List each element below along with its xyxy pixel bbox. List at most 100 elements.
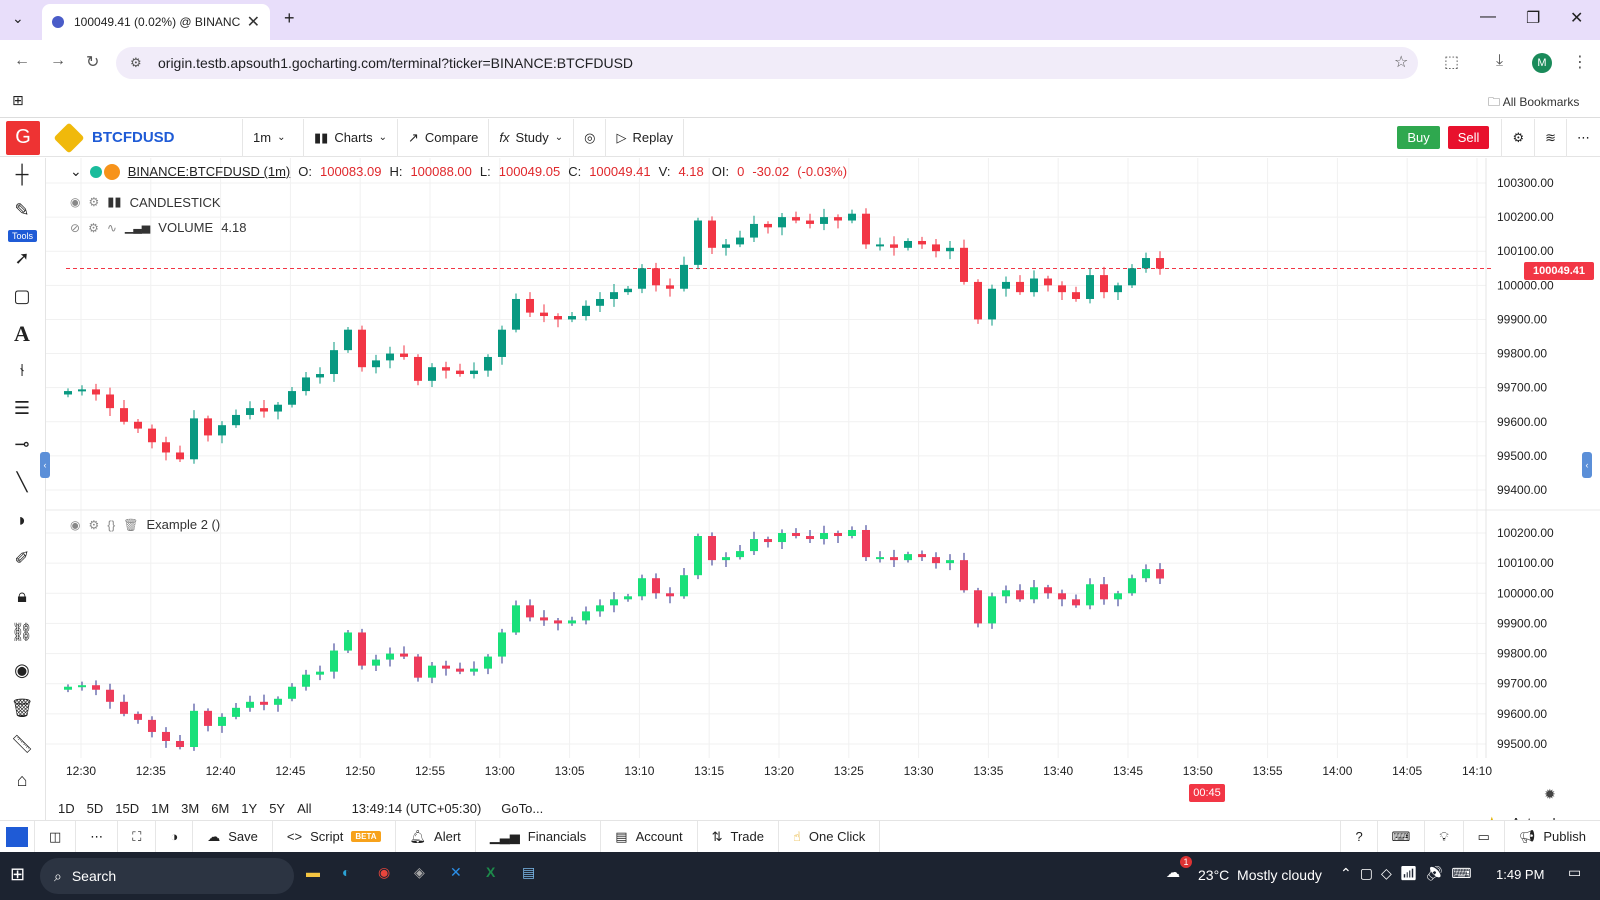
range-5d[interactable]: 5D	[86, 800, 104, 816]
left-panel-handle[interactable]: ‹	[40, 452, 50, 478]
gear-icon[interactable]: ⚙	[88, 195, 100, 209]
save-button[interactable]: ☁ Save	[193, 820, 273, 853]
site-info-icon[interactable]: ⚙	[130, 55, 142, 70]
replay-button[interactable]: ▷ Replay	[606, 118, 684, 157]
trade-button[interactable]: ⇅ Trade	[698, 820, 779, 853]
fullscreen-button[interactable]: ⛶	[118, 820, 157, 853]
one-click-button[interactable]: ☝ One Click	[779, 820, 881, 853]
magnet-icon[interactable]: ⌂	[16, 769, 28, 790]
window-close-icon[interactable]: ✕	[1570, 10, 1584, 27]
sell-button[interactable]: Sell	[1447, 126, 1490, 149]
fib-icon[interactable]: ⫮	[19, 359, 25, 380]
snapshot-button[interactable]: ◎	[574, 118, 607, 157]
profile-avatar[interactable]: M	[1532, 53, 1552, 73]
financials-button[interactable]: ▁▃▅ Financials	[476, 820, 602, 853]
ruler-icon[interactable]: 📏︎	[10, 733, 34, 754]
layout-single-button[interactable]	[0, 820, 35, 853]
range-1y[interactable]: 1Y	[241, 800, 258, 816]
trendline-icon[interactable]: ╲	[16, 471, 28, 492]
gear-icon[interactable]: ⚙	[88, 220, 99, 235]
eye-icon[interactable]: ◉	[14, 659, 30, 680]
maximize-icon[interactable]: ❐	[1526, 10, 1541, 27]
windows-start-icon[interactable]: ⊞	[10, 864, 26, 884]
horizontal-line-icon[interactable]: ⊸	[14, 433, 30, 454]
publish-button[interactable]: 📢︎ Publish	[1505, 821, 1600, 853]
crosshair-icon[interactable]: ┼	[15, 163, 29, 184]
trash-icon[interactable]: 🗑︎	[123, 517, 139, 532]
collapse-chevron-icon[interactable]: ⌄	[70, 163, 82, 179]
account-button[interactable]: ▤ Account	[601, 820, 698, 853]
text-icon[interactable]: A	[14, 321, 30, 346]
apps-grid-icon[interactable]: ⊞	[12, 92, 24, 108]
gear-icon[interactable]: ⚙	[88, 517, 100, 532]
bookmark-star-icon[interactable]: ☆	[1394, 54, 1409, 71]
excel-icon[interactable]: X	[486, 864, 496, 880]
forward-icon[interactable]: →	[50, 52, 66, 69]
vscode-icon[interactable]: ✕	[450, 864, 462, 880]
back-icon[interactable]: ←	[14, 52, 30, 69]
goto-button[interactable]: GoTo...	[501, 800, 544, 816]
download-icon[interactable]: ⤓	[1496, 52, 1504, 69]
app-icon[interactable]: ◈	[414, 864, 425, 880]
pen-icon[interactable]: ✐	[14, 547, 30, 568]
idea-button[interactable]: 💡︎	[1425, 820, 1464, 853]
all-bookmarks[interactable]: 🗀 All Bookmarks	[1488, 95, 1580, 109]
notification-icon[interactable]: ▭	[1568, 864, 1582, 880]
right-panel-handle[interactable]: ‹	[1582, 452, 1592, 478]
charts-button[interactable]: ▮▮ Charts ⌄	[304, 118, 398, 157]
tab-search-icon[interactable]: ⌄	[12, 10, 24, 26]
brush-icon[interactable]: ✎	[14, 199, 30, 220]
minimize-icon[interactable]: —	[1480, 8, 1496, 25]
chrome-icon[interactable]: ◉	[378, 864, 391, 880]
tab-close-icon[interactable]: ✕	[246, 14, 260, 31]
eye-icon[interactable]: ◉	[70, 195, 81, 209]
app-logo[interactable]: G	[6, 120, 40, 155]
reload-icon[interactable]: ↻	[86, 54, 100, 71]
range-1m[interactable]: 1M	[151, 800, 170, 816]
notepad-icon[interactable]: ▤	[522, 864, 536, 880]
weather-text[interactable]: 23°C Mostly cloudy	[1198, 867, 1322, 883]
settings-button[interactable]: ⚙	[1501, 118, 1536, 157]
range-1d[interactable]: 1D	[58, 800, 75, 816]
price-chart[interactable]: 100300.00 100200.00 100100.00 100000.00 9990…	[46, 158, 1600, 820]
range-6m[interactable]: 6M	[211, 800, 230, 816]
help-button[interactable]: ?	[1340, 820, 1378, 853]
url-bar[interactable]: ⚙ origin.testb.apsouth1.gocharting.com/t…	[116, 47, 1418, 79]
browser-tab[interactable]: 100049.41 (0.02%) @ BINANCE: ✕	[42, 4, 270, 40]
eye-off-icon[interactable]: ⊘	[70, 220, 81, 235]
keyboard-button[interactable]: ⌨	[1378, 820, 1426, 853]
video-button[interactable]: ▭	[1464, 820, 1505, 853]
cursor-icon[interactable]: ➚	[14, 247, 30, 268]
lock-icon[interactable]: 🔒︎	[17, 585, 27, 606]
rectangle-icon[interactable]: ▢	[13, 285, 31, 306]
layout-split-button[interactable]: ◫	[35, 820, 77, 853]
link-icon[interactable]: ⛓	[10, 621, 34, 642]
ticker-symbol[interactable]: BTCFDUSD	[92, 129, 175, 146]
more-button[interactable]: ⋯	[1567, 119, 1600, 157]
file-explorer-icon[interactable]: ▬	[306, 864, 320, 880]
script-button[interactable]: <> Script BETA	[273, 820, 396, 853]
symbol-label[interactable]: BINANCE:BTCFDUSD (1m)	[127, 164, 291, 179]
axis-settings-icon[interactable]: ✹	[1544, 786, 1556, 802]
edge-icon[interactable]: ◐	[342, 864, 351, 880]
code-icon[interactable]: {}	[107, 517, 116, 532]
lines-icon[interactable]: ☰	[13, 397, 31, 418]
layout-more-button[interactable]: ⋯	[76, 820, 119, 853]
range-15d[interactable]: 15D	[115, 800, 140, 816]
theme-button[interactable]: ◑	[156, 820, 194, 853]
trash-icon[interactable]: 🗑︎	[10, 697, 34, 718]
extensions-icon[interactable]: ⬚	[1444, 54, 1460, 71]
alert-button[interactable]: 🔔︎ Alert	[396, 820, 476, 853]
range-3m[interactable]: 3M	[181, 800, 200, 816]
taskbar-search[interactable]: ⌕ Search	[40, 858, 294, 894]
study-button[interactable]: fx Study ⌄	[489, 118, 575, 157]
mouse-icon[interactable]: ◗	[16, 509, 28, 530]
clock-time[interactable]: 1:49 PM	[1496, 867, 1545, 882]
interval-select[interactable]: 1m ⌄	[242, 118, 304, 157]
browser-menu-icon[interactable]: ⋮	[1572, 54, 1588, 71]
layers-button[interactable]: ≋	[1535, 118, 1567, 157]
eye-icon[interactable]: ◉	[70, 517, 81, 532]
tray-icons[interactable]: ⌃▢◇📶︎🔊︎⌨	[1340, 865, 1480, 881]
range-5y[interactable]: 5Y	[269, 800, 286, 816]
range-all[interactable]: All	[297, 800, 312, 816]
